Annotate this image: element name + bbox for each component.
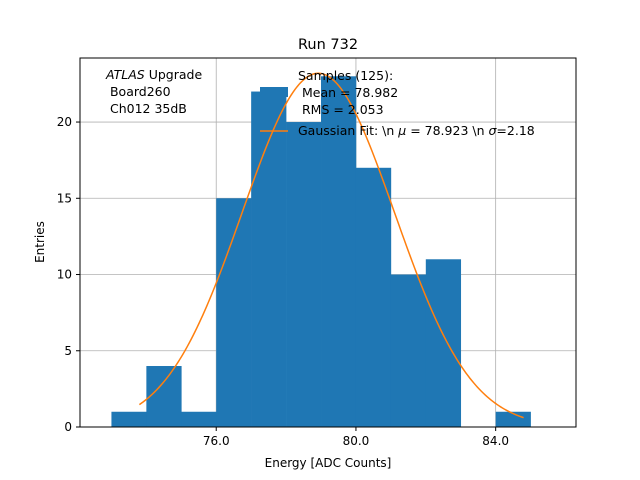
y-tick-label: 5 [64,344,72,358]
x-tick-label: 80.0 [343,434,370,448]
histogram-bar [216,198,252,427]
channel-text: Ch012 35dB [106,101,187,116]
legend-fit-mu: μ [397,123,406,138]
histogram-bar [146,366,182,427]
y-tick-label: 20 [57,115,72,129]
fit-curve-path [138,72,524,419]
atlas-annotation: ATLAS Upgrade Board260 Ch012 35dB [105,67,202,116]
y-axis-label: Entries [33,221,47,263]
legend-samples-rms: RMS = 2.053 [298,102,384,117]
legend-samples-patch [260,87,288,97]
histogram-bar [111,411,147,427]
y-tick-label: 0 [64,420,72,434]
legend-fit-mid: = 78.923 \n [406,123,488,138]
svg-text:ATLAS Upgrade: ATLAS Upgrade [105,67,202,82]
legend-samples-title: Samples (125): [298,68,393,83]
legend: Samples (125): Mean = 78.982 RMS = 2.053… [260,68,535,138]
legend-fit-text: Gaussian Fit: \n μ = 78.923 \n σ=2.18 [298,123,535,138]
legend-fit-prefix: Gaussian Fit: \n [298,123,398,138]
histogram-bar [286,122,322,427]
histogram-bar [495,411,531,427]
x-axis-ticks: 76.0 80.0 84.0 [203,427,509,448]
x-tick-label: 84.0 [482,434,509,448]
y-tick-label: 15 [57,191,72,205]
histogram-bar [390,274,427,427]
y-tick-label: 10 [57,268,72,282]
histogram-bar [181,411,217,427]
atlas-upgrade-text: Upgrade [145,67,203,82]
histogram-bar [251,91,287,427]
legend-fit-suffix: =2.18 [496,123,534,138]
y-axis-ticks: 0 5 10 15 20 [57,115,80,434]
plot-frame [79,57,577,428]
histogram-bar [321,76,357,428]
x-tick-label: 76.0 [203,434,230,448]
gaussian-fit-curve [138,72,524,419]
chart-title: Run 732 [298,37,358,53]
legend-samples-mean: Mean = 78.982 [298,85,398,100]
legend-fit-sigma: σ [488,123,497,138]
histogram-bar [355,167,392,427]
x-axis-label: Energy [ADC Counts] [265,456,392,470]
board-text: Board260 [106,84,171,99]
histogram-bars [111,76,531,428]
histogram-bar [425,259,462,427]
atlas-italic-text: ATLAS [105,67,145,82]
